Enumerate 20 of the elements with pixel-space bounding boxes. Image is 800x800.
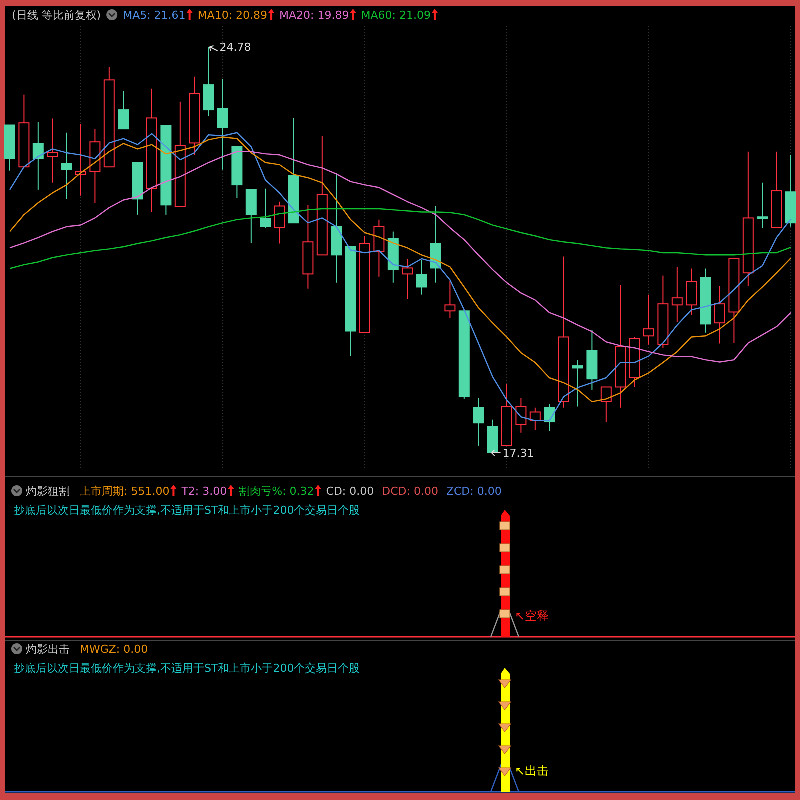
text: T2: 3.00 bbox=[180, 485, 228, 498]
text: MA60: 21.09 bbox=[361, 9, 431, 22]
text: MA20: 19.89 bbox=[280, 9, 350, 22]
text: ↖空释 bbox=[515, 609, 550, 623]
text: ↖出击 bbox=[515, 764, 550, 778]
text: ZCD: 0.00 bbox=[446, 485, 502, 498]
text: 上市周期: 551.00 bbox=[80, 485, 170, 498]
annotation: 17.31 bbox=[502, 447, 534, 460]
text: 抄底后以次日最低价作为支撑,不适用于ST和上市小于200个交易日个股 bbox=[14, 504, 360, 517]
text: CD: 0.00 bbox=[326, 485, 374, 498]
chart-title: (日线 等比前复权) bbox=[12, 9, 102, 22]
text: MA10: 20.89 bbox=[198, 9, 268, 22]
text: 割肉亏%: 0.32 bbox=[239, 485, 314, 498]
text: 灼影出击 bbox=[26, 643, 70, 656]
annotation: 24.78 bbox=[220, 41, 252, 54]
text: MWGZ: 0.00 bbox=[80, 643, 148, 656]
text: DCD: 0.00 bbox=[382, 485, 438, 498]
text: 抄底后以次日最低价作为支撑,不适用于ST和上市小于200个交易日个股 bbox=[14, 662, 360, 675]
text: 灼影狙割 bbox=[26, 485, 70, 498]
text: MA5: 21.61 bbox=[123, 9, 186, 22]
